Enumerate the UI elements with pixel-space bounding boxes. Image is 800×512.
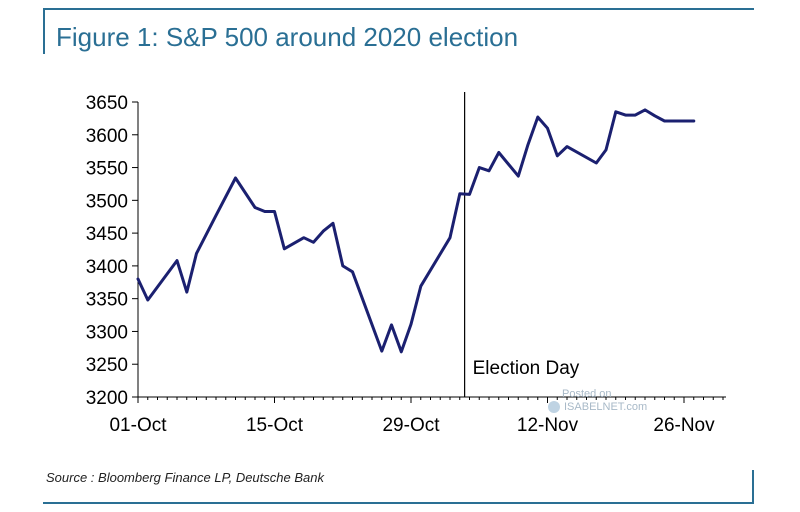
watermark-line1: Posted on: [562, 388, 612, 400]
data-point: [653, 114, 656, 117]
data-point: [400, 350, 403, 353]
data-point: [312, 241, 315, 244]
data-point: [136, 277, 140, 281]
frame-right-border: [752, 470, 754, 504]
y-tick-label: 3500: [86, 191, 128, 212]
watermark-line2: ISABELNET.com: [564, 401, 648, 413]
data-point: [322, 229, 325, 233]
data-point: [614, 110, 617, 114]
x-tick-label: 29-Oct: [382, 415, 440, 436]
data-point: [175, 259, 179, 262]
y-tick-label: 3400: [86, 257, 128, 278]
data-point: [682, 119, 686, 123]
y-tick-label: 3350: [86, 290, 128, 311]
x-tick-label: 26-Nov: [653, 415, 715, 436]
data-point: [273, 210, 276, 213]
globe-icon: [548, 401, 560, 414]
frame-bottom-border: [43, 502, 754, 504]
series-group: [136, 108, 696, 354]
data-point: [263, 210, 266, 213]
data-point: [526, 143, 530, 146]
data-point: [556, 154, 559, 157]
source-note: Source : Bloomberg Finance LP, Deutsche …: [46, 470, 324, 485]
y-tick-label: 3650: [86, 93, 128, 114]
data-point: [458, 192, 461, 195]
data-point: [692, 119, 695, 123]
data-point: [380, 349, 383, 353]
y-axis: 3200 3250 3300 3350 3400 3450 3500 3550 3600 3650: [86, 93, 139, 409]
watermark: Posted on ISABELNET.com: [548, 388, 647, 414]
data-point: [146, 298, 149, 302]
x-tick-label: 01-Oct: [109, 415, 167, 436]
data-point: [643, 108, 647, 112]
data-point: [565, 145, 569, 148]
data-point: [634, 113, 637, 117]
figure-title: Figure 1: S&P 500 around 2020 election: [56, 22, 519, 52]
data-point: [390, 323, 393, 327]
data-point: [468, 193, 471, 196]
frame-left-border: [43, 8, 45, 54]
data-point: [331, 222, 335, 225]
data-point: [253, 206, 257, 209]
data-point: [351, 270, 354, 273]
data-point: [419, 285, 422, 288]
data-point: [448, 236, 452, 239]
data-point: [663, 119, 666, 123]
data-point: [604, 148, 608, 152]
data-point: [214, 214, 218, 217]
y-tick-label: 3200: [86, 388, 128, 409]
data-point: [487, 169, 491, 173]
data-point: [234, 176, 237, 180]
election-day-annotation: Election Day: [464, 92, 580, 397]
data-point: [546, 127, 549, 130]
election-day-label: Election Day: [473, 358, 580, 379]
y-tick-label: 3600: [86, 126, 128, 147]
data-point: [409, 323, 413, 326]
data-point: [185, 290, 188, 294]
x-tick-label: 12-Nov: [517, 415, 579, 436]
data-point: [478, 166, 481, 169]
x-tick-label: 15-Oct: [246, 415, 304, 436]
y-tick-label: 3250: [86, 355, 128, 376]
data-point: [624, 113, 627, 117]
data-point: [341, 264, 344, 268]
data-point: [302, 236, 305, 239]
x-axis: 01-Oct 15-Oct 29-Oct 12-Nov 26-Nov: [109, 396, 726, 436]
data-point: [536, 115, 539, 119]
data-point: [673, 119, 676, 123]
data-point: [497, 151, 500, 154]
data-point: [595, 161, 598, 165]
y-tick-label: 3300: [86, 322, 128, 343]
y-tick-label: 3450: [86, 224, 128, 245]
y-tick-label: 3550: [86, 159, 128, 180]
data-point: [517, 174, 520, 178]
data-point: [283, 247, 286, 251]
frame-top-border: [43, 8, 754, 10]
series-line: [136, 108, 696, 354]
data-point: [195, 252, 198, 255]
